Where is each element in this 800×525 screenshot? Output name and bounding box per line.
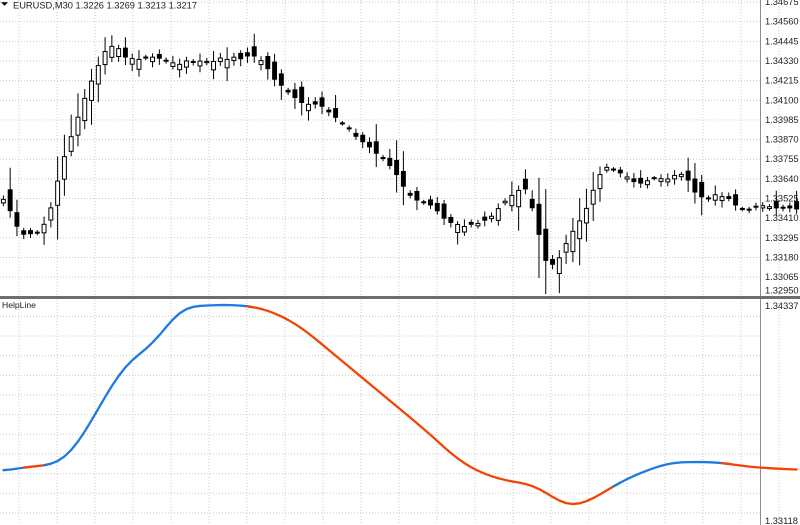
svg-text:1.33985: 1.33985 (765, 115, 799, 125)
svg-text:1.33640: 1.33640 (765, 174, 799, 184)
svg-text:1.33065: 1.33065 (765, 272, 799, 282)
svg-text:1.33755: 1.33755 (765, 154, 799, 164)
svg-text:1.34337: 1.34337 (765, 301, 799, 311)
svg-text:1.34100: 1.34100 (765, 95, 799, 105)
svg-text:1.32950: 1.32950 (765, 286, 799, 296)
svg-text:1.33118: 1.33118 (765, 516, 798, 525)
svg-text:1.33525: 1.33525 (765, 194, 799, 204)
svg-text:1.33295: 1.33295 (765, 233, 799, 243)
svg-text:EURUSD,M30 1.3226 1.3269 1.32: EURUSD,M30 1.3226 1.3269 1.3213 1.3217 (13, 0, 197, 10)
svg-text:1.34330: 1.34330 (765, 56, 799, 66)
svg-text:1.34560: 1.34560 (765, 17, 799, 27)
svg-text:1.33870: 1.33870 (765, 135, 799, 145)
svg-text:HelpLine: HelpLine (2, 300, 36, 310)
svg-text:1.33410: 1.33410 (765, 213, 799, 223)
svg-text:1.33180: 1.33180 (765, 252, 799, 262)
svg-text:1.34445: 1.34445 (765, 36, 799, 46)
svg-text:1.34675: 1.34675 (765, 0, 799, 7)
svg-text:1.34215: 1.34215 (765, 76, 799, 86)
